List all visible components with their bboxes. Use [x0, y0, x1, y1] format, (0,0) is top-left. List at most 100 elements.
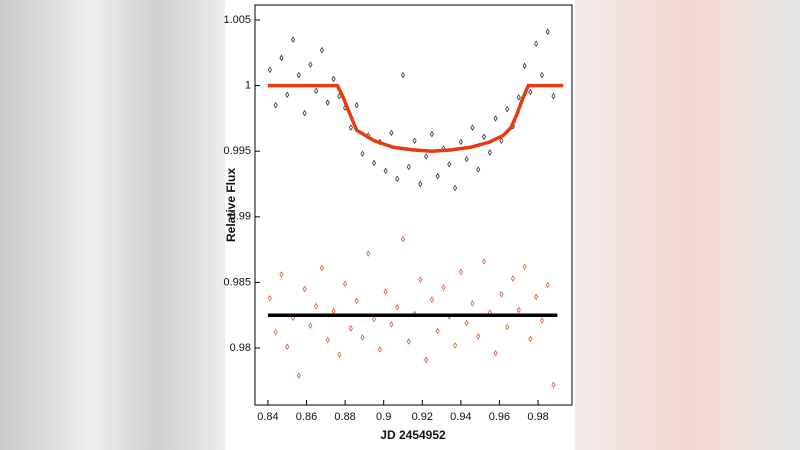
x-axis-label: JD 2454952 — [380, 428, 446, 442]
x-tick-label: 0.94 — [450, 411, 471, 423]
data-point — [296, 71, 301, 79]
data-point — [429, 296, 435, 303]
data-point — [319, 264, 325, 272]
data-point — [395, 175, 400, 182]
x-tick-label: 0.92 — [412, 411, 433, 423]
data-point — [348, 124, 353, 131]
data-point — [285, 91, 290, 99]
data-point — [539, 317, 544, 324]
data-point — [354, 102, 359, 109]
data-point — [516, 94, 521, 101]
data-point — [395, 304, 400, 311]
y-axis-label: Relative Flux — [224, 168, 238, 242]
data-point — [499, 137, 504, 144]
data-point — [389, 129, 394, 137]
data-point — [325, 336, 330, 344]
data-point — [418, 276, 423, 284]
data-point — [383, 167, 388, 175]
data-point — [464, 155, 469, 163]
data-point — [522, 263, 527, 270]
data-point — [319, 46, 325, 54]
x-tick-label: 0.98 — [527, 411, 548, 423]
data-point — [371, 159, 377, 167]
data-point — [331, 75, 336, 83]
data-point — [285, 343, 290, 350]
data-point — [366, 250, 371, 257]
data-point — [343, 280, 348, 287]
x-tick-label: 0.9 — [376, 411, 391, 423]
data-point — [435, 172, 440, 180]
x-tick-label: 0.88 — [334, 411, 355, 423]
data-point — [453, 184, 458, 192]
data-point — [279, 54, 284, 62]
data-point — [539, 71, 544, 79]
data-point — [302, 285, 307, 293]
data-point — [406, 163, 411, 171]
data-point — [296, 372, 301, 379]
y-tick-label: 0.985 — [223, 276, 251, 288]
data-point — [360, 150, 365, 158]
data-point — [493, 115, 498, 122]
data-point — [534, 40, 539, 47]
data-point — [290, 314, 296, 322]
data-point — [273, 102, 278, 109]
data-point — [360, 334, 365, 341]
data-point — [337, 351, 342, 358]
data-point — [458, 268, 463, 276]
data-point — [453, 342, 458, 349]
x-tick-label: 0.86 — [296, 411, 317, 423]
data-point — [505, 323, 510, 331]
data-point — [476, 166, 481, 173]
data-point — [499, 290, 504, 298]
data-point — [348, 325, 353, 332]
y-tick-label: 0.98 — [230, 342, 251, 354]
plot-frame — [254, 4, 573, 406]
data-point — [424, 153, 429, 160]
data-point — [325, 99, 330, 106]
data-point — [481, 133, 487, 141]
data-point — [470, 124, 475, 131]
data-point — [267, 294, 272, 302]
data-point — [528, 88, 533, 96]
data-point — [447, 161, 452, 168]
data-point — [400, 71, 406, 79]
data-point — [302, 109, 307, 117]
x-tick-label: 0.84 — [257, 411, 278, 423]
data-point — [551, 381, 556, 389]
data-point — [464, 319, 469, 327]
data-point — [551, 92, 556, 100]
data-point — [314, 87, 319, 95]
data-point — [389, 321, 394, 328]
model-line — [267, 83, 564, 153]
data-point — [377, 346, 382, 353]
data-point — [545, 281, 550, 289]
data-point — [429, 130, 435, 138]
data-point — [528, 335, 533, 343]
data-point — [516, 306, 521, 314]
blurred-background — [0, 0, 225, 450]
data-point — [267, 66, 272, 74]
data-point — [476, 332, 481, 340]
y-tick-label: 1.005 — [223, 14, 251, 26]
chart-panel — [225, 0, 575, 450]
data-point — [435, 327, 440, 335]
data-point — [522, 62, 527, 70]
data-point — [487, 149, 492, 156]
data-point — [493, 350, 498, 357]
y-tick-label: 0.995 — [223, 145, 251, 157]
data-point — [308, 322, 313, 329]
data-point — [400, 235, 406, 243]
data-point — [354, 297, 359, 305]
blurred-background — [575, 0, 800, 450]
data-point — [510, 275, 516, 282]
data-point — [406, 338, 411, 345]
data-point — [458, 138, 463, 146]
y-tick-label: 0.99 — [230, 211, 251, 223]
data-point — [470, 300, 475, 307]
data-point — [545, 28, 550, 36]
data-point — [481, 258, 487, 265]
data-point — [505, 105, 510, 113]
data-point — [308, 61, 313, 68]
